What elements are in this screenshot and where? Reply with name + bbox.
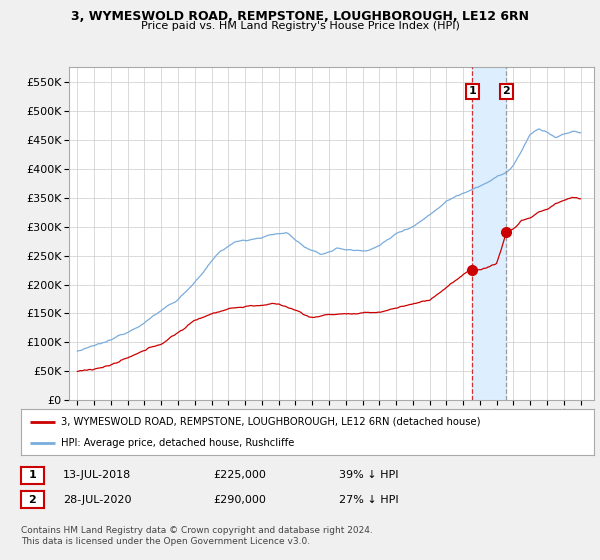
- Text: £290,000: £290,000: [213, 494, 266, 505]
- Text: £225,000: £225,000: [213, 470, 266, 480]
- Text: 3, WYMESWOLD ROAD, REMPSTONE, LOUGHBOROUGH, LE12 6RN (detached house): 3, WYMESWOLD ROAD, REMPSTONE, LOUGHBOROU…: [61, 417, 481, 427]
- Text: Contains HM Land Registry data © Crown copyright and database right 2024.
This d: Contains HM Land Registry data © Crown c…: [21, 526, 373, 546]
- Bar: [472, 67, 506, 400]
- Text: Price paid vs. HM Land Registry's House Price Index (HPI): Price paid vs. HM Land Registry's House …: [140, 21, 460, 31]
- Text: 28-JUL-2020: 28-JUL-2020: [63, 494, 131, 505]
- Text: HPI: Average price, detached house, Rushcliffe: HPI: Average price, detached house, Rush…: [61, 438, 295, 448]
- Text: 13-JUL-2018: 13-JUL-2018: [63, 470, 131, 480]
- Text: 39% ↓ HPI: 39% ↓ HPI: [339, 470, 398, 480]
- Text: 27% ↓ HPI: 27% ↓ HPI: [339, 494, 398, 505]
- Text: 2: 2: [29, 494, 36, 505]
- Text: 3, WYMESWOLD ROAD, REMPSTONE, LOUGHBOROUGH, LE12 6RN: 3, WYMESWOLD ROAD, REMPSTONE, LOUGHBOROU…: [71, 10, 529, 23]
- Text: 1: 1: [469, 86, 476, 96]
- Text: 2: 2: [502, 86, 510, 96]
- Text: 1: 1: [29, 470, 36, 480]
